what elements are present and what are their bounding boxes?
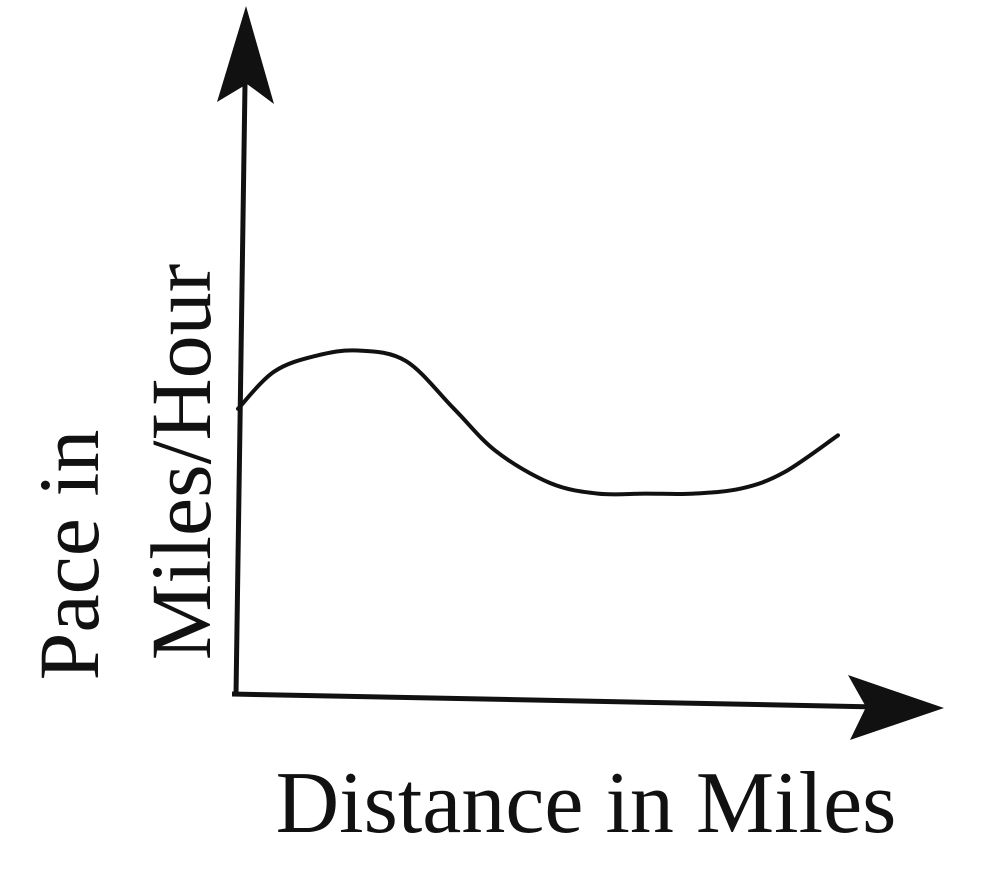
x-axis — [231, 691, 931, 711]
series-line — [236, 348, 840, 497]
y-axis — [233, 15, 249, 696]
x-axis-label: Distance in Miles — [276, 755, 897, 852]
y-axis-label-line1: Pace in — [21, 430, 117, 681]
y-axis-label-line2: Miles/Hour — [133, 264, 229, 661]
x-axis-arrowhead — [848, 675, 944, 740]
y-axis-arrowhead — [217, 6, 274, 104]
